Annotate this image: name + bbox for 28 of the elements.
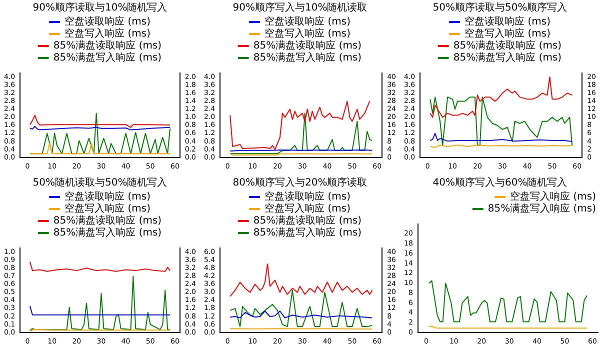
legend-label: 空盘读取响应 (ms) [264, 16, 351, 28]
legend-label: 85%满盘写入响应 (ms) [253, 226, 362, 239]
legend-label: 空盘写入响应 (ms) [264, 28, 351, 40]
legend-label: 85%满盘读取响应 (ms) [253, 214, 362, 227]
legend-label: 空盘读取响应 (ms) [64, 190, 151, 203]
legend-label: 85%满盘读取响应 (ms) [53, 214, 162, 227]
legend-label: 空盘写入响应 (ms) [510, 190, 596, 203]
legend-label: 85%满盘写入响应 (ms) [53, 52, 162, 64]
legend-label: 85%满盘读取响应 (ms) [453, 40, 562, 52]
legend-label: 空盘写入响应 (ms) [264, 202, 351, 215]
chart-title: 50%顺序读取与50%顺序写入 [432, 2, 568, 14]
legend-label: 空盘写入响应 (ms) [64, 28, 151, 40]
legend-label: 85%满盘写入响应 (ms) [53, 226, 162, 239]
legend-label: 85%满盘写入响应 (ms) [253, 52, 362, 64]
legend-label: 空盘写入响应 (ms) [464, 28, 551, 40]
chart-title: 90%顺序写入与10%随机读取 [232, 2, 368, 14]
chart-title: 50%随机读取与50%随机写入 [32, 176, 168, 189]
legend-label: 空盘读取响应 (ms) [464, 16, 551, 28]
legend-label: 空盘读取响应 (ms) [64, 16, 151, 28]
legend-label: 空盘读取响应 (ms) [264, 190, 351, 203]
chart-title: 80%顺序写入与20%顺序读取 [232, 176, 368, 189]
legend-label: 85%满盘读取响应 (ms) [53, 40, 162, 52]
legend-label: 85%满盘读取响应 (ms) [253, 40, 362, 52]
chart-title: 90%顺序读取与10%随机写入 [32, 2, 168, 14]
legend-label: 85%满盘写入响应 (ms) [453, 52, 562, 64]
chart-title: 40%顺序写入与60%随机写入 [432, 176, 568, 189]
legend-label: 85%满盘写入响应 (ms) [488, 202, 596, 215]
legend-label: 空盘写入响应 (ms) [64, 202, 151, 215]
